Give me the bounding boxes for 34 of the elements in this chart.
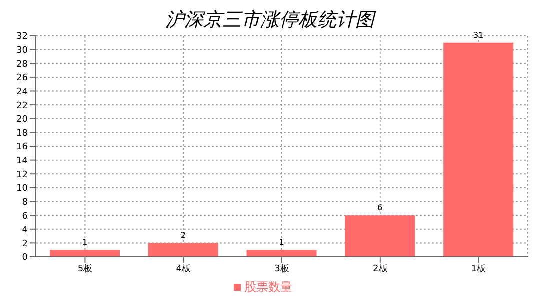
bar <box>246 250 317 257</box>
y-tick-label: 12 <box>16 170 28 180</box>
x-tick-label: 1板 <box>471 263 486 274</box>
data-label: 31 <box>474 30 484 40</box>
y-tick-label: 22 <box>16 101 28 112</box>
y-tick-label: 30 <box>16 46 28 56</box>
bar <box>345 216 416 257</box>
bar <box>50 250 120 257</box>
y-tick-label: 0 <box>22 253 28 264</box>
data-label: 1 <box>82 238 88 248</box>
data-label: 1 <box>279 238 284 248</box>
x-tick-label: 3板 <box>274 263 290 274</box>
y-tick-label: 6 <box>22 212 28 222</box>
bar <box>148 243 218 257</box>
y-tick-label: 4 <box>22 226 28 236</box>
y-tick-label: 20 <box>16 115 28 126</box>
chart-title: 沪深京三市涨停板统计图 <box>164 8 378 32</box>
x-tick-label: 5板 <box>78 263 93 274</box>
y-tick-label: 28 <box>16 60 28 70</box>
x-tick-label: 2板 <box>373 263 388 274</box>
y-tick-label: 8 <box>22 198 28 208</box>
x-tick-label: 4板 <box>176 263 191 274</box>
y-tick-label: 2 <box>22 239 28 250</box>
data-label: 6 <box>378 204 383 213</box>
y-tick-label: 16 <box>16 142 28 153</box>
y-tick-label: 26 <box>16 74 28 84</box>
y-tick-label: 24 <box>16 87 28 98</box>
legend-label: 股票数量 <box>244 280 292 294</box>
y-tick-label: 10 <box>16 184 28 194</box>
y-tick-label: 18 <box>16 128 28 139</box>
y-tick-label: 32 <box>16 32 28 42</box>
y-tick-label: 14 <box>16 156 28 167</box>
data-label: 2 <box>180 231 186 240</box>
bar <box>444 42 514 257</box>
